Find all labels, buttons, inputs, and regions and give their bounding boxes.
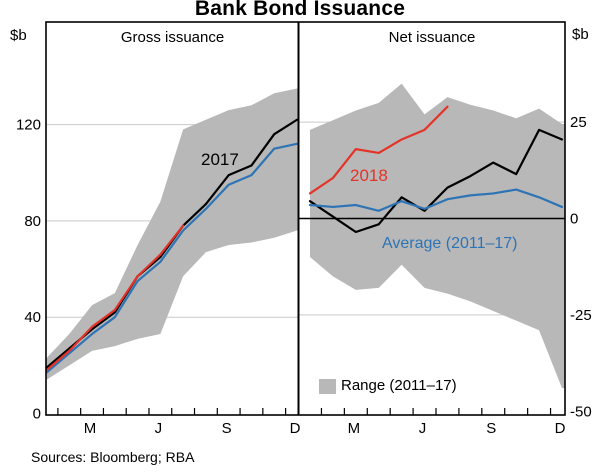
series-line-2018-right <box>308 105 449 195</box>
y-tick-label: 25 <box>570 114 587 131</box>
plot-frame <box>45 21 566 416</box>
left-axis-unit-label: $b <box>10 27 27 44</box>
y-tick-label: 120 <box>16 117 41 134</box>
y-tick-label: 0 <box>570 211 578 228</box>
panel-title-net-issuance: Net issuance <box>388 29 476 46</box>
x-tick-label: J <box>419 420 427 437</box>
x-tick-label: S <box>222 420 232 437</box>
series-line-2017-right <box>308 128 564 234</box>
series-label-average: Average (2011–17) <box>382 235 518 252</box>
series-label-2018: 2018 <box>350 166 388 185</box>
x-tick-label: M <box>348 420 361 437</box>
panel-title-gross-issuance: Gross issuance <box>120 29 225 46</box>
y-tick-label: -50 <box>570 403 592 420</box>
x-tick-label: D <box>290 420 301 437</box>
x-tick-label: J <box>155 420 163 437</box>
range-band-right <box>310 83 565 389</box>
x-tick-label: S <box>486 420 496 437</box>
x-tick-label: D <box>555 420 566 437</box>
series-label-2017: 2017 <box>201 150 239 169</box>
y-tick-label: 40 <box>24 309 41 326</box>
y-tick-label: -25 <box>570 307 592 324</box>
x-tick-label: M <box>84 420 97 437</box>
series-line-average-2011-17--left <box>45 142 299 374</box>
y-tick-label: 80 <box>24 213 41 230</box>
series-line-2018-left <box>45 224 185 372</box>
range-band-left <box>46 88 299 380</box>
chart-title: Bank Bond Issuance <box>194 0 406 20</box>
range-legend-swatch <box>319 379 336 394</box>
y-tick-label: 0 <box>33 406 41 423</box>
range-legend-label: Range (2011–17) <box>341 377 457 394</box>
series-line-average-2011-17--right <box>308 188 564 212</box>
right-axis-unit-label: $b <box>572 26 589 43</box>
source-note: Sources: Bloomberg; RBA <box>31 449 195 465</box>
